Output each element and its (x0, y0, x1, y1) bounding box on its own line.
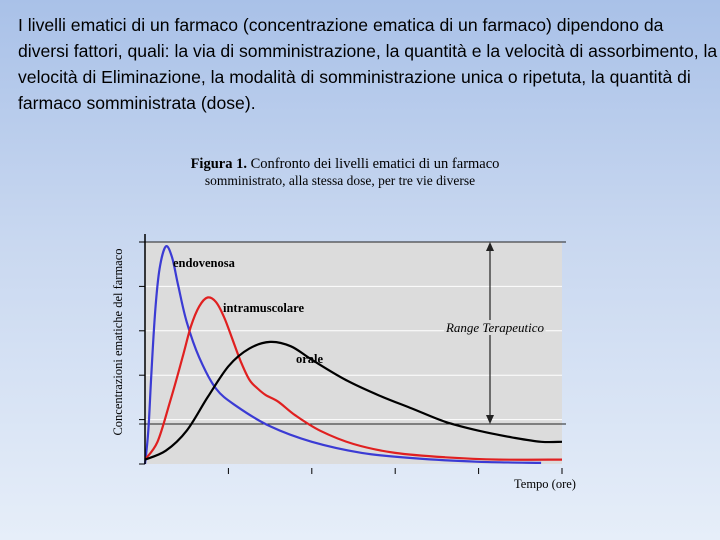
figure-chart: Figura 1. Confronto dei livelli ematici … (111, 156, 576, 491)
range-label: Range Terapeutico (445, 320, 545, 335)
chart-subtitle: somministrato, alla stessa dose, per tre… (205, 173, 475, 188)
range-arrow-head-top (486, 242, 494, 251)
series-label-orale: orale (296, 352, 324, 366)
range-arrow-head-bottom (486, 415, 494, 425)
intro-text: I livelli ematici di un farmaco (concent… (18, 15, 718, 113)
chart-title: Figura 1. Confronto dei livelli ematici … (191, 156, 500, 172)
axes (139, 234, 563, 474)
chart-title-rest: Confronto dei livelli ematici di un farm… (247, 156, 499, 172)
x-axis-label: Tempo (ore) (514, 477, 576, 491)
series-line-orale (144, 340, 563, 461)
series-line-intramuscolare (144, 296, 563, 461)
therapeutic-range: Range Terapeutico (139, 241, 566, 425)
range-label-bg (443, 320, 546, 335)
series-label-endovenosa: endovenosa (173, 256, 236, 270)
series-line-endovenosa (143, 244, 542, 465)
chart-title-bold: Figura 1. (191, 156, 247, 172)
plot-area (145, 242, 562, 464)
y-axis-label: Concentrazioni ematiche del farmaco (111, 248, 125, 435)
curves: endovenosa intramuscolare orale (143, 244, 563, 465)
series-label-intramuscolare: intramuscolare (223, 301, 304, 315)
grid-lines (145, 285, 562, 421)
